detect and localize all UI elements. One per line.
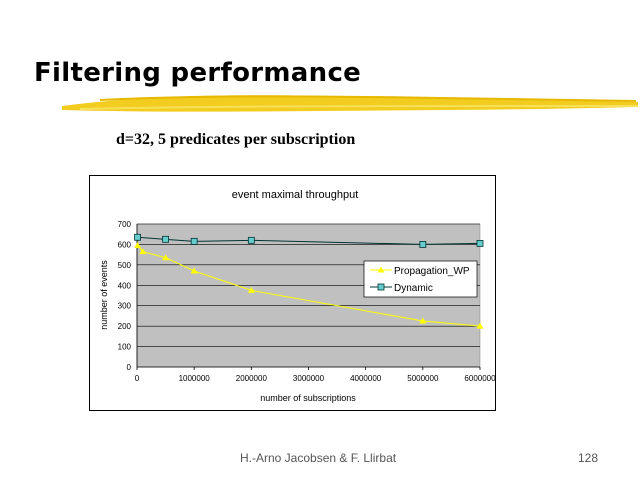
chart-frame: event maximal throughput 0 100 200 300 400 50…	[89, 175, 496, 411]
data-point-propagation	[247, 286, 255, 293]
legend-marker-propagation	[377, 266, 385, 273]
y-tick-label: 100	[118, 343, 132, 352]
legend-label-propagation: Propagation_WP	[394, 266, 470, 277]
data-point-dynamic	[190, 237, 198, 245]
data-point-propagation	[134, 241, 142, 248]
y-tick-label: 400	[118, 281, 132, 290]
x-tick-label: 1000000	[179, 374, 211, 383]
footer-author: H.-Arno Jacobsen & F. Llirbat	[240, 451, 397, 465]
series-markers	[134, 233, 484, 329]
title-underline-brush	[62, 95, 638, 112]
throughput-chart: event maximal throughput 0 100 200 300 400 50…	[99, 189, 496, 403]
data-point-dynamic	[419, 241, 427, 248]
x-tick-label: 0	[135, 374, 140, 383]
x-axis-label: number of subscriptions	[260, 393, 356, 403]
page-number: 128	[578, 451, 599, 465]
y-tick-label: 300	[118, 302, 132, 311]
slide-title: Filtering performance	[34, 58, 362, 88]
data-point-propagation	[419, 317, 427, 324]
data-point-propagation	[476, 322, 484, 329]
y-tick-label: 600	[118, 240, 132, 249]
legend-marker-dynamic	[377, 283, 385, 291]
x-tick-label: 6000000	[464, 374, 496, 383]
data-point-dynamic	[162, 235, 169, 243]
x-tick-label: 4000000	[350, 374, 382, 383]
series-line-dynamic	[137, 236, 481, 245]
data-point-propagation	[162, 254, 170, 261]
x-tick-label: 3000000	[293, 374, 325, 383]
y-axis-label: number of events	[99, 260, 109, 330]
data-point-dynamic	[134, 233, 141, 241]
chart-title: event maximal throughput	[232, 189, 359, 201]
legend: Propagation_WP Dynamic	[363, 260, 478, 298]
x-tick-label: 2000000	[236, 374, 268, 383]
y-tick-label: 700	[118, 220, 132, 229]
x-axis-ticks: 0 1000000 2000000 3000000 4000000 5000000 6000…	[135, 367, 496, 383]
data-point-dynamic	[476, 240, 484, 247]
y-tick-label: 500	[118, 261, 132, 270]
data-point-dynamic	[247, 236, 255, 244]
y-tick-label: 0	[127, 363, 132, 372]
y-axis-ticks: 0 100 200 300 400 500 600 700	[118, 220, 132, 372]
x-tick-label: 5000000	[407, 374, 439, 383]
data-point-propagation	[190, 267, 198, 274]
y-tick-label: 200	[118, 322, 132, 331]
legend-box	[363, 260, 478, 298]
data-point-propagation	[139, 248, 147, 255]
legend-label-dynamic: Dynamic	[394, 283, 433, 294]
chart-subtitle: d=32, 5 predicates per subscription	[116, 131, 356, 148]
